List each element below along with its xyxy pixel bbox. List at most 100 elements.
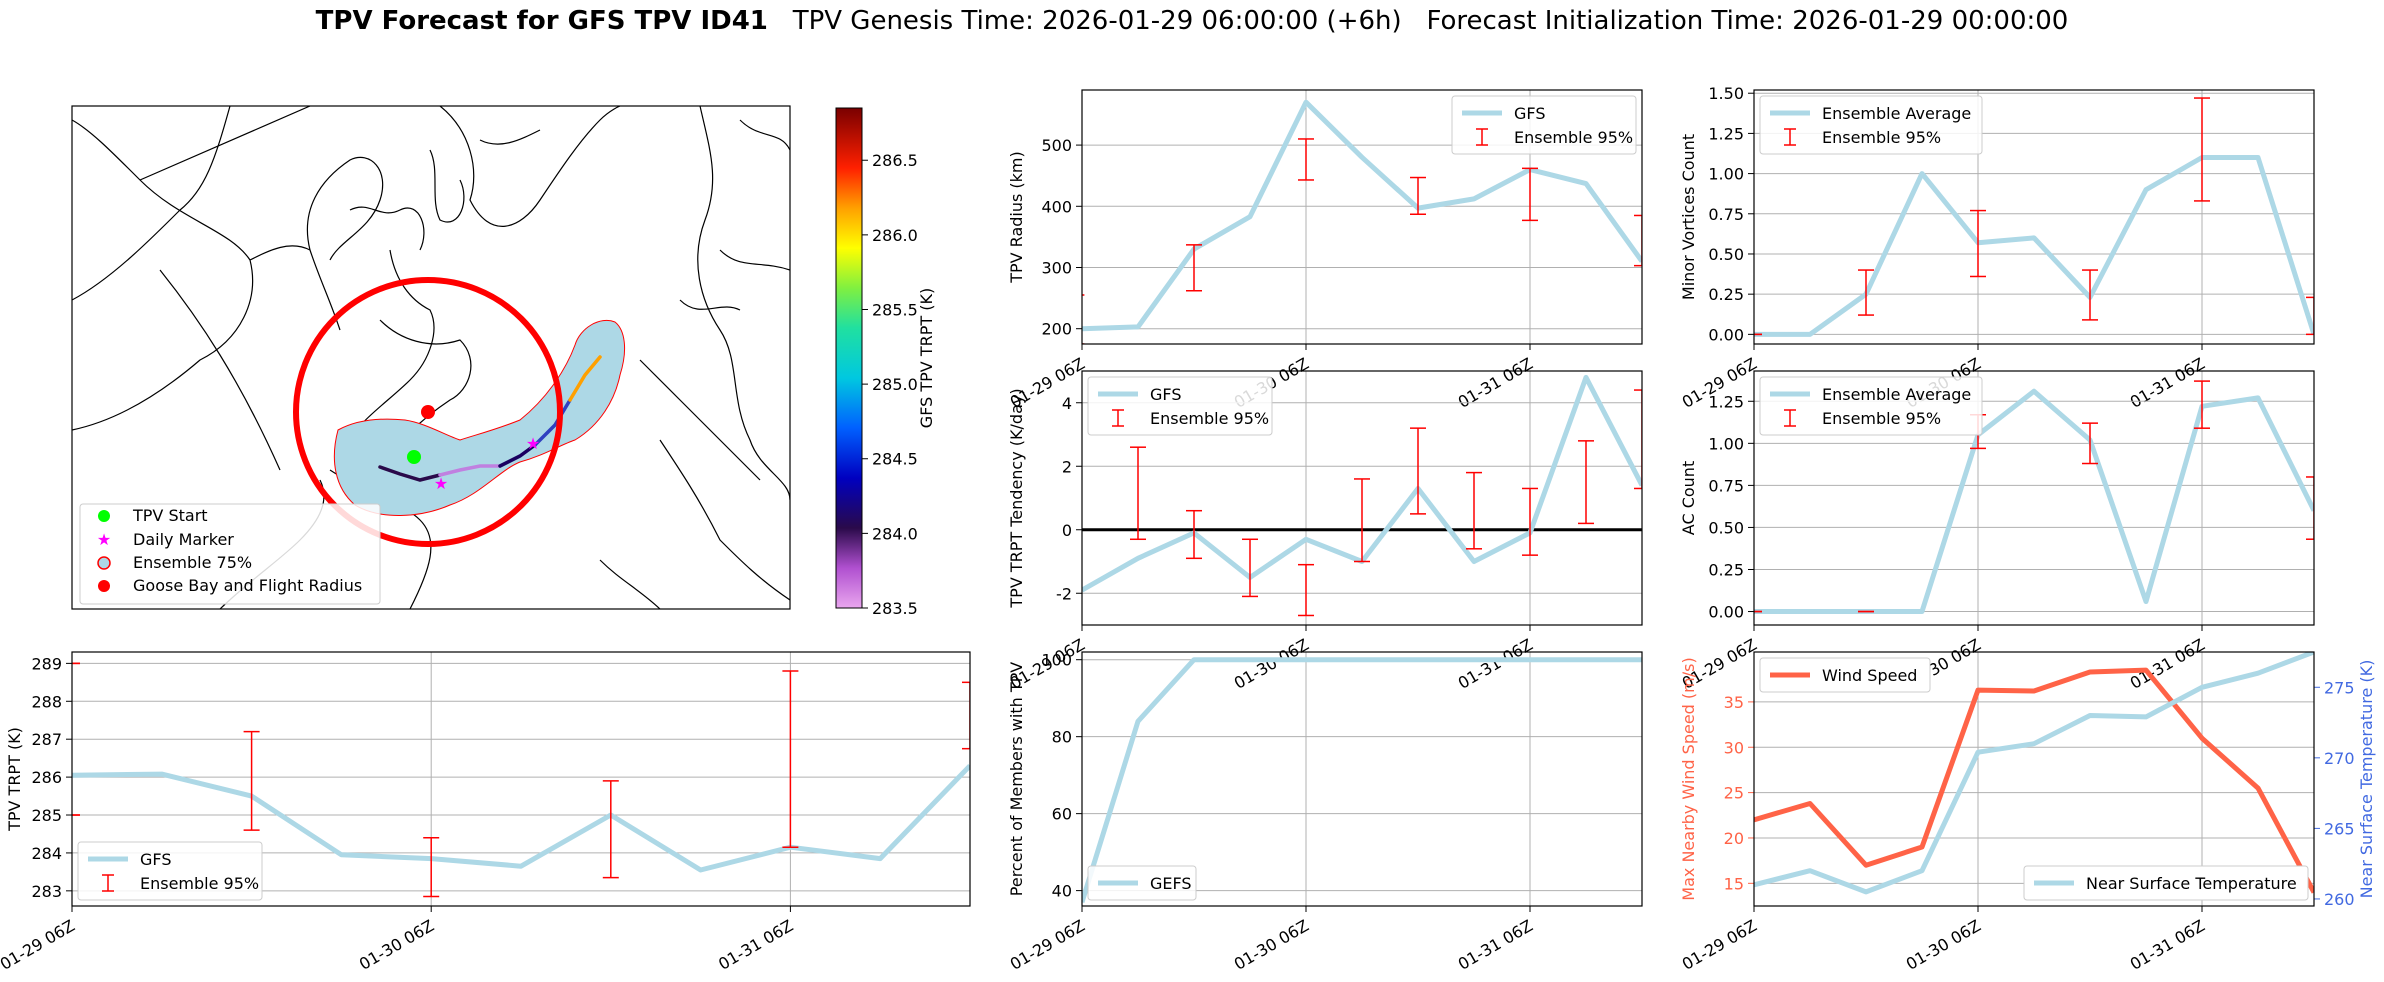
chart-percent: 01-29 06Z 01-30 06Z 01-31 06Z 40 60 80 100 Perc… — [1007, 651, 1643, 974]
chart-trpt: 01-29 06Z 01-30 06Z 01-31 06Z 283 284 285 286 2… — [0, 651, 971, 974]
legend-wind: Wind Speed — [1759, 657, 1931, 693]
y-tick-label: 300 — [1041, 258, 1072, 277]
y-tick-label: 0 — [1062, 521, 1072, 540]
series-line — [1082, 99, 1642, 332]
daily-marker-1: ★ — [434, 474, 448, 493]
y-tick-label: 400 — [1041, 197, 1072, 216]
y-tick-label: 15 — [1724, 874, 1744, 893]
daily-marker-2: ★ — [526, 434, 540, 453]
y2-tick-label: 275 — [2324, 678, 2355, 697]
colorbar-label: GFS TPV TRPT (K) — [917, 288, 936, 428]
ensemble-75-plume — [333, 320, 626, 516]
legend: GEFS — [1087, 865, 1197, 901]
colorbar — [835, 107, 863, 609]
y-tick-label: 30 — [1724, 738, 1744, 757]
legend-label: Ensemble Average — [1822, 104, 1971, 123]
axes-frame — [1081, 89, 1643, 345]
map-legend-box — [79, 503, 381, 605]
tpv-track — [378, 355, 602, 482]
legend-label: Ensemble 95% — [140, 874, 259, 893]
title-init: Forecast Initialization Time: 2026-01-29… — [1426, 6, 2069, 36]
y-tick-label: 20 — [1724, 829, 1744, 848]
colorbar-tick-label: 284.0 — [872, 524, 918, 543]
y-tick-label: 289 — [31, 654, 62, 673]
legend-label: Ensemble Average — [1822, 385, 1971, 404]
series-line — [1082, 657, 1642, 903]
y-tick-label: -2 — [1056, 584, 1072, 603]
y-tick-label: 40 — [1052, 882, 1072, 901]
y-tick-label: 35 — [1724, 693, 1744, 712]
figure-title: TPV Forecast for GFS TPV ID41 TPV Genesi… — [0, 6, 2384, 36]
y-tick-label: 0.75 — [1708, 476, 1744, 495]
x-tick-label: 01-31 06Z — [1455, 635, 1536, 693]
y-tick-label: 288 — [31, 692, 62, 711]
y-tick-label: 1.25 — [1708, 124, 1744, 143]
title-bold: TPV Forecast for GFS TPV ID41 — [315, 6, 768, 36]
legend: GFS Ensemble 95% — [77, 841, 263, 901]
legend-temp: Near Surface Temperature — [2023, 865, 2309, 901]
x-tick-label: 01-31 06Z — [2127, 916, 2208, 974]
colorbar-tick-label: 286.5 — [872, 151, 918, 170]
legend-ensemble-icon — [97, 556, 111, 570]
map-legend: TPV Start ★ Daily Marker Ensemble 75% Go… — [79, 503, 381, 605]
plot-area — [1082, 374, 1642, 617]
series-line — [72, 763, 970, 873]
y-tick-label: 0.25 — [1708, 285, 1744, 304]
legend-box — [2023, 865, 2309, 901]
axes-frame — [1753, 89, 2315, 345]
y-axis-label: Percent of Members with TPV — [1007, 662, 1026, 896]
x-tick-label: 01-30 06Z — [356, 916, 437, 974]
y2-tick-label: 270 — [2324, 749, 2355, 768]
chart-wind: 01-29 06Z 01-30 06Z 01-31 06Z 15 20 25 30 35 260… — [1679, 651, 2376, 974]
y-tick-label: 1.00 — [1708, 434, 1744, 453]
plot-area — [1754, 652, 2314, 895]
y-tick-label: 0.75 — [1708, 205, 1744, 224]
y-axis-label: Minor Vortices Count — [1679, 134, 1698, 300]
legend: GFS Ensemble 95% — [1087, 376, 1273, 436]
x-tick-label: 01-31 06Z — [1455, 916, 1536, 974]
y-axis-label: Max Nearby Wind Speed (m/s) — [1679, 657, 1698, 900]
x-tick-label: 01-29 06Z — [0, 916, 78, 974]
y-tick-label: 287 — [31, 730, 62, 749]
y-tick-label: 500 — [1041, 136, 1072, 155]
colorbar-tick-label: 284.5 — [872, 450, 918, 469]
legend: GFS Ensemble 95% — [1451, 95, 1637, 155]
legend: Ensemble Average Ensemble 95% — [1759, 376, 1983, 436]
legend-label: Ensemble 95% — [1822, 128, 1941, 147]
series-line — [1754, 667, 2314, 894]
x-tick-label: 01-31 06Z — [2127, 354, 2208, 412]
y-tick-label: 1.00 — [1708, 165, 1744, 184]
x-tick-label: 01-29 06Z — [1007, 916, 1088, 974]
y-tick-label: 2 — [1062, 457, 1072, 476]
colorbar-tick-label: 283.5 — [872, 599, 918, 618]
legend-label: GFS — [1150, 385, 1181, 404]
legend-label: Wind Speed — [1822, 666, 1917, 685]
legend: Ensemble Average Ensemble 95% — [1759, 95, 1983, 155]
y2-tick-label: 265 — [2324, 819, 2355, 838]
legend-daily-marker: Daily Marker — [133, 530, 234, 549]
y-tick-label: 4 — [1062, 394, 1072, 413]
legend-tpv-start-icon — [98, 510, 110, 522]
y-tick-label: 200 — [1041, 320, 1072, 339]
legend-label: GEFS — [1150, 874, 1192, 893]
y-tick-label: 284 — [31, 844, 62, 863]
flight-radius-ring — [293, 277, 563, 547]
x-tick-label: 01-30 06Z — [1231, 635, 1312, 693]
y-tick-label: 0.00 — [1708, 325, 1744, 344]
y-tick-label: 100 — [1041, 651, 1072, 670]
colorbar-tick-label: 285.0 — [872, 375, 918, 394]
legend-label: Ensemble 95% — [1514, 128, 1633, 147]
y-tick-label: 0.00 — [1708, 603, 1744, 622]
chart-ac: 01-29 06Z 01-30 06Z 01-31 06Z0.000.250.500… — [1679, 370, 2315, 693]
plot-area — [1754, 97, 2314, 337]
y-tick-label: 80 — [1052, 728, 1072, 747]
goose-bay-marker — [421, 405, 435, 419]
colorbar-ticks: 283.5 284.0 284.5 285.0 285.5 286.0 286.5 — [862, 151, 918, 618]
axes-frame — [1081, 651, 1643, 907]
map-panel: ★ ★ TPV Start ★ Daily Marker Ensemble 75… — [71, 105, 936, 618]
legend-label: GFS — [140, 850, 171, 869]
